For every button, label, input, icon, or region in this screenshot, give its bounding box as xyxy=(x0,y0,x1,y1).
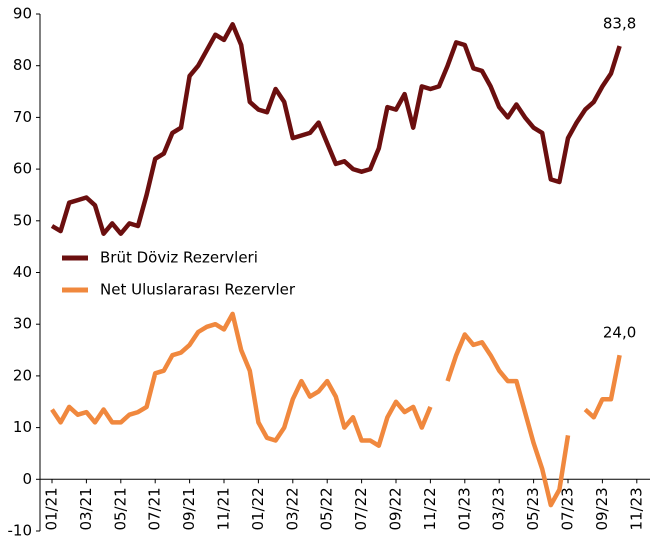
x-tick-label: 01/23 xyxy=(455,487,473,530)
x-tick-label: 03/23 xyxy=(490,487,508,530)
x-tick-label: 07/21 xyxy=(146,487,164,530)
x-tick-label: 05/21 xyxy=(111,487,129,530)
y-tick-label: 90 xyxy=(13,5,32,23)
x-tick-label: 09/23 xyxy=(593,487,611,530)
series-line xyxy=(50,22,622,236)
y-tick-label: 40 xyxy=(13,263,32,281)
y-tick-label: -10 xyxy=(8,522,33,540)
y-tick-label: 30 xyxy=(13,315,32,333)
data-label: 24,0 xyxy=(603,324,636,342)
y-tick-label: 50 xyxy=(13,211,32,229)
x-tick-label: 01/22 xyxy=(249,487,267,530)
x-tick-label: 01/21 xyxy=(43,487,61,530)
legend-label: Net Uluslararası Rezervler xyxy=(100,281,296,299)
y-tick-label: 80 xyxy=(13,56,32,74)
x-tick-label: 07/23 xyxy=(559,487,577,530)
x-tick-label: 09/21 xyxy=(180,487,198,530)
y-tick-label: 20 xyxy=(13,366,32,384)
x-tick-label: 09/22 xyxy=(387,487,405,530)
x-tick-label: 03/22 xyxy=(283,487,301,530)
x-tick-label: 11/23 xyxy=(627,487,645,530)
x-tick-label: 07/22 xyxy=(352,487,370,530)
data-label: 83,8 xyxy=(603,15,636,33)
x-tick-label: 11/22 xyxy=(421,487,439,530)
y-tick-label: 0 xyxy=(22,470,32,488)
y-tick-label: 70 xyxy=(13,108,32,126)
x-tick-label: 03/21 xyxy=(77,487,95,530)
y-tick-label: 60 xyxy=(13,160,32,178)
y-tick-label: 10 xyxy=(13,418,32,436)
x-tick-label: 05/22 xyxy=(318,487,336,530)
series-line xyxy=(50,311,622,508)
x-tick-label: 11/21 xyxy=(215,487,233,530)
legend-label: Brüt Döviz Rezervleri xyxy=(100,249,258,267)
x-tick-label: 05/23 xyxy=(524,487,542,530)
